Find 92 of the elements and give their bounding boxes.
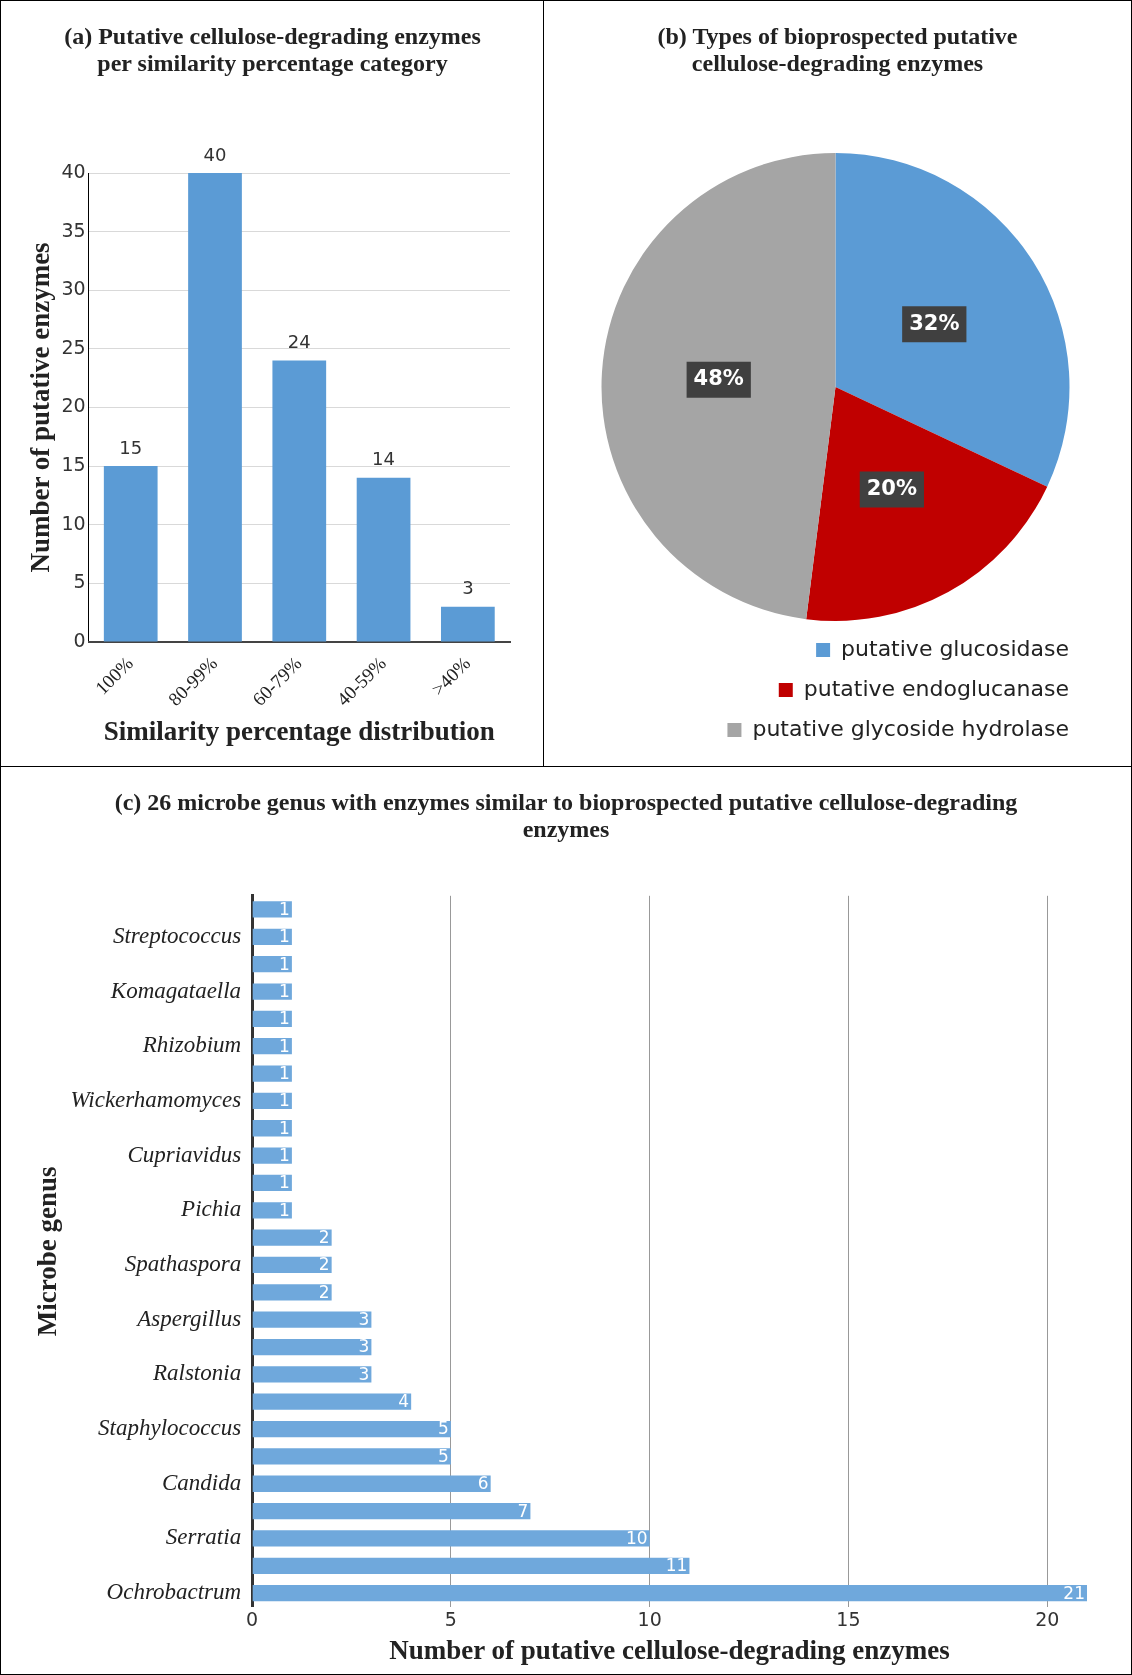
data-label: 14 [372,448,396,470]
data-label: 21 [1063,1582,1085,1603]
bar [252,1448,451,1465]
data-label: 1 [279,1145,290,1166]
y-tick-label: Ralstonia [151,1360,242,1386]
bar [252,1284,332,1301]
data-label: 1 [279,1090,290,1111]
data-label: 3 [462,577,474,599]
chart-title: (c) 26 microbe genus with enzymes similar to bioprospected putative cellulose-degrading enzymes [113,789,1019,844]
bar [252,1475,491,1492]
data-label: 1 [279,1035,290,1056]
bar [103,466,158,642]
data-label: 48% [693,366,744,391]
bar [252,1147,292,1164]
data-label: 1 [279,1172,290,1193]
y-tick-label: 30 [61,277,86,300]
y-tick-label: Pichia [180,1196,242,1222]
legend-label: putative glucosidase [841,635,1070,661]
x-tick-label: 0 [246,1608,259,1631]
data-label: 3 [358,1363,370,1384]
data-label: 2 [318,1227,330,1248]
y-tick-label: Streptococcus [112,922,242,948]
x-tick-label: 15 [836,1608,861,1631]
data-label: 1 [279,980,290,1001]
data-label: 1 [279,1199,290,1220]
y-tick-label: Rhizobium [141,1032,242,1058]
x-axis-title: Similarity percentage distribution [103,715,495,746]
data-label: 10 [626,1527,648,1548]
y-tick-label: 35 [61,218,86,241]
y-axis-title: Microbe genus [32,1166,63,1337]
data-label: 5 [438,1445,449,1466]
data-label: 7 [517,1500,529,1521]
bar [252,1311,372,1328]
data-label: 1 [279,953,290,974]
bar [252,1530,650,1547]
x-tick-label: 10 [637,1608,662,1631]
bar [252,1393,412,1410]
bar [252,983,292,1000]
y-tick-label: Staphylococcus [98,1415,242,1441]
data-label: 32% [909,310,960,335]
data-label: 3 [358,1309,370,1330]
y-tick-label: 20 [61,394,86,417]
bar [252,901,292,918]
bar [272,360,327,642]
bar [252,1366,372,1383]
data-label: 5 [438,1418,449,1439]
bar [188,173,242,642]
y-tick-label: 5 [73,570,86,593]
bar [252,1338,372,1356]
bar [252,1557,690,1574]
y-tick-label: Wickerhamomyces [70,1086,242,1112]
data-label: 3 [358,1336,370,1357]
y-tick-label: Candida [161,1469,242,1495]
y-axis-title: Number of putative enzymes [25,242,56,573]
data-label: 1 [279,1062,290,1083]
x-axis-title: Number of putative cellulose-degrading enzymes [389,1634,950,1665]
y-tick-label: 10 [61,511,86,534]
y-tick-label: 15 [61,453,86,476]
y-tick-label: Serratia [165,1524,242,1550]
bar [252,1584,1087,1602]
bar [252,1502,531,1520]
bar [252,1229,332,1246]
data-label: 1 [279,1117,290,1138]
x-tick-label: 5 [444,1608,457,1631]
chart-title: (a) Putative cellulose-degrading enzymes per similarity percentage category [63,23,482,78]
data-label: 24 [287,331,311,353]
data-label: 20% [866,475,917,500]
bar [252,1420,451,1438]
x-tick-label: 20 [1035,1608,1060,1631]
data-label: 1 [279,898,290,919]
y-tick-label: 0 [73,628,86,651]
data-label: 1 [279,926,290,947]
y-tick-label: Spathaspora [124,1251,242,1277]
y-tick-label: 25 [61,335,86,358]
y-tick-label: Ochrobactrum [106,1579,242,1605]
bar [252,1065,292,1082]
y-tick-label: Cupriavidus [127,1141,242,1167]
data-label: 11 [665,1555,688,1576]
data-label: 1 [279,1008,290,1029]
y-tick-label: 40 [61,159,86,182]
data-label: 2 [318,1254,330,1275]
data-label: 6 [477,1473,489,1494]
legend-label: putative endoglucanase [803,675,1070,701]
legend-label: putative glycoside hydrolase [752,715,1069,741]
chart-title: (b) Types of bioprospected putative cellulose-degrading enzymes [656,23,1019,78]
y-tick-label: Komagataella [109,977,242,1003]
bar [440,606,495,642]
bar [356,477,411,642]
data-label: 4 [398,1391,410,1412]
y-tick-label: Aspergillus [135,1305,242,1331]
bar [252,1256,332,1274]
data-label: 2 [318,1281,330,1302]
